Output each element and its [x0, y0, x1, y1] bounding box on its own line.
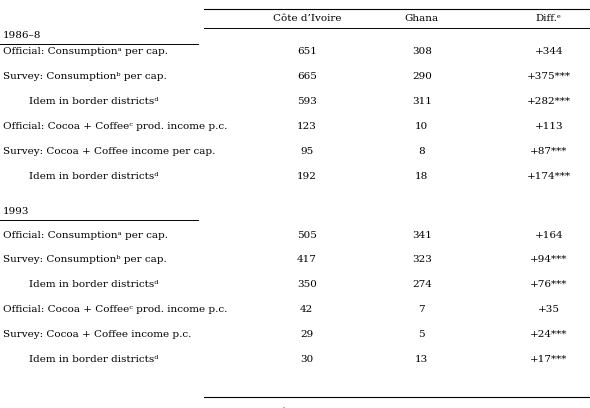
Text: 95: 95	[300, 147, 313, 156]
Text: 350: 350	[297, 280, 317, 289]
Text: +24***: +24***	[530, 330, 568, 339]
Text: 192: 192	[297, 172, 317, 181]
Text: 42: 42	[300, 305, 313, 314]
Text: 311: 311	[412, 97, 432, 106]
Text: 341: 341	[412, 231, 432, 239]
Text: +174***: +174***	[527, 172, 571, 181]
Text: Survey: Cocoa + Coffee income p.c.: Survey: Cocoa + Coffee income p.c.	[3, 330, 191, 339]
Text: +344: +344	[535, 47, 563, 56]
Text: Diff.ᵉ: Diff.ᵉ	[536, 14, 562, 23]
Text: +17***: +17***	[530, 355, 568, 364]
Text: 10: 10	[415, 122, 428, 131]
Text: 30: 30	[300, 355, 313, 364]
Text: 651: 651	[297, 47, 317, 56]
Text: +94***: +94***	[530, 255, 568, 264]
Text: 593: 593	[297, 97, 317, 106]
Text: 417: 417	[297, 255, 317, 264]
Text: 1993: 1993	[3, 207, 30, 216]
Text: 505: 505	[297, 231, 317, 239]
Text: Idem in border districtsᵈ: Idem in border districtsᵈ	[3, 172, 159, 181]
Text: Idem in border districtsᵈ: Idem in border districtsᵈ	[3, 355, 159, 364]
Text: Official: Consumptionᵃ per cap.: Official: Consumptionᵃ per cap.	[3, 47, 168, 56]
Text: +76***: +76***	[530, 280, 568, 289]
Text: Ghana: Ghana	[405, 14, 439, 23]
Text: Idem in border districtsᵈ: Idem in border districtsᵈ	[3, 280, 159, 289]
Text: 274: 274	[412, 280, 432, 289]
Text: +164: +164	[535, 231, 563, 239]
Text: Idem in border districtsᵈ: Idem in border districtsᵈ	[3, 97, 159, 106]
Text: +87***: +87***	[530, 147, 568, 156]
Text: 5: 5	[418, 330, 425, 339]
Text: 323: 323	[412, 255, 432, 264]
Text: Côte d’Ivoire: Côte d’Ivoire	[273, 14, 341, 23]
Text: 29: 29	[300, 330, 313, 339]
Text: Survey: Cocoa + Coffee income per cap.: Survey: Cocoa + Coffee income per cap.	[3, 147, 215, 156]
Text: 308: 308	[412, 47, 432, 56]
Text: 290: 290	[412, 72, 432, 81]
Text: 13: 13	[415, 355, 428, 364]
Text: 1986–8: 1986–8	[3, 31, 41, 40]
Text: 123: 123	[297, 122, 317, 131]
Text: +35: +35	[537, 305, 560, 314]
Text: 7: 7	[418, 305, 425, 314]
Text: Official: Cocoa + Coffeeᶜ prod. income p.c.: Official: Cocoa + Coffeeᶜ prod. income p…	[3, 305, 227, 314]
Text: 18: 18	[415, 172, 428, 181]
Text: Official: Cocoa + Coffeeᶜ prod. income p.c.: Official: Cocoa + Coffeeᶜ prod. income p…	[3, 122, 227, 131]
Text: +113: +113	[535, 122, 563, 131]
Text: 665: 665	[297, 72, 317, 81]
Text: +282***: +282***	[527, 97, 571, 106]
Text: +375***: +375***	[527, 72, 571, 81]
Text: Survey: Consumptionᵇ per cap.: Survey: Consumptionᵇ per cap.	[3, 255, 167, 264]
Text: Survey: Consumptionᵇ per cap.: Survey: Consumptionᵇ per cap.	[3, 72, 167, 81]
Text: Official: Consumptionᵃ per cap.: Official: Consumptionᵃ per cap.	[3, 231, 168, 239]
Text: 8: 8	[418, 147, 425, 156]
